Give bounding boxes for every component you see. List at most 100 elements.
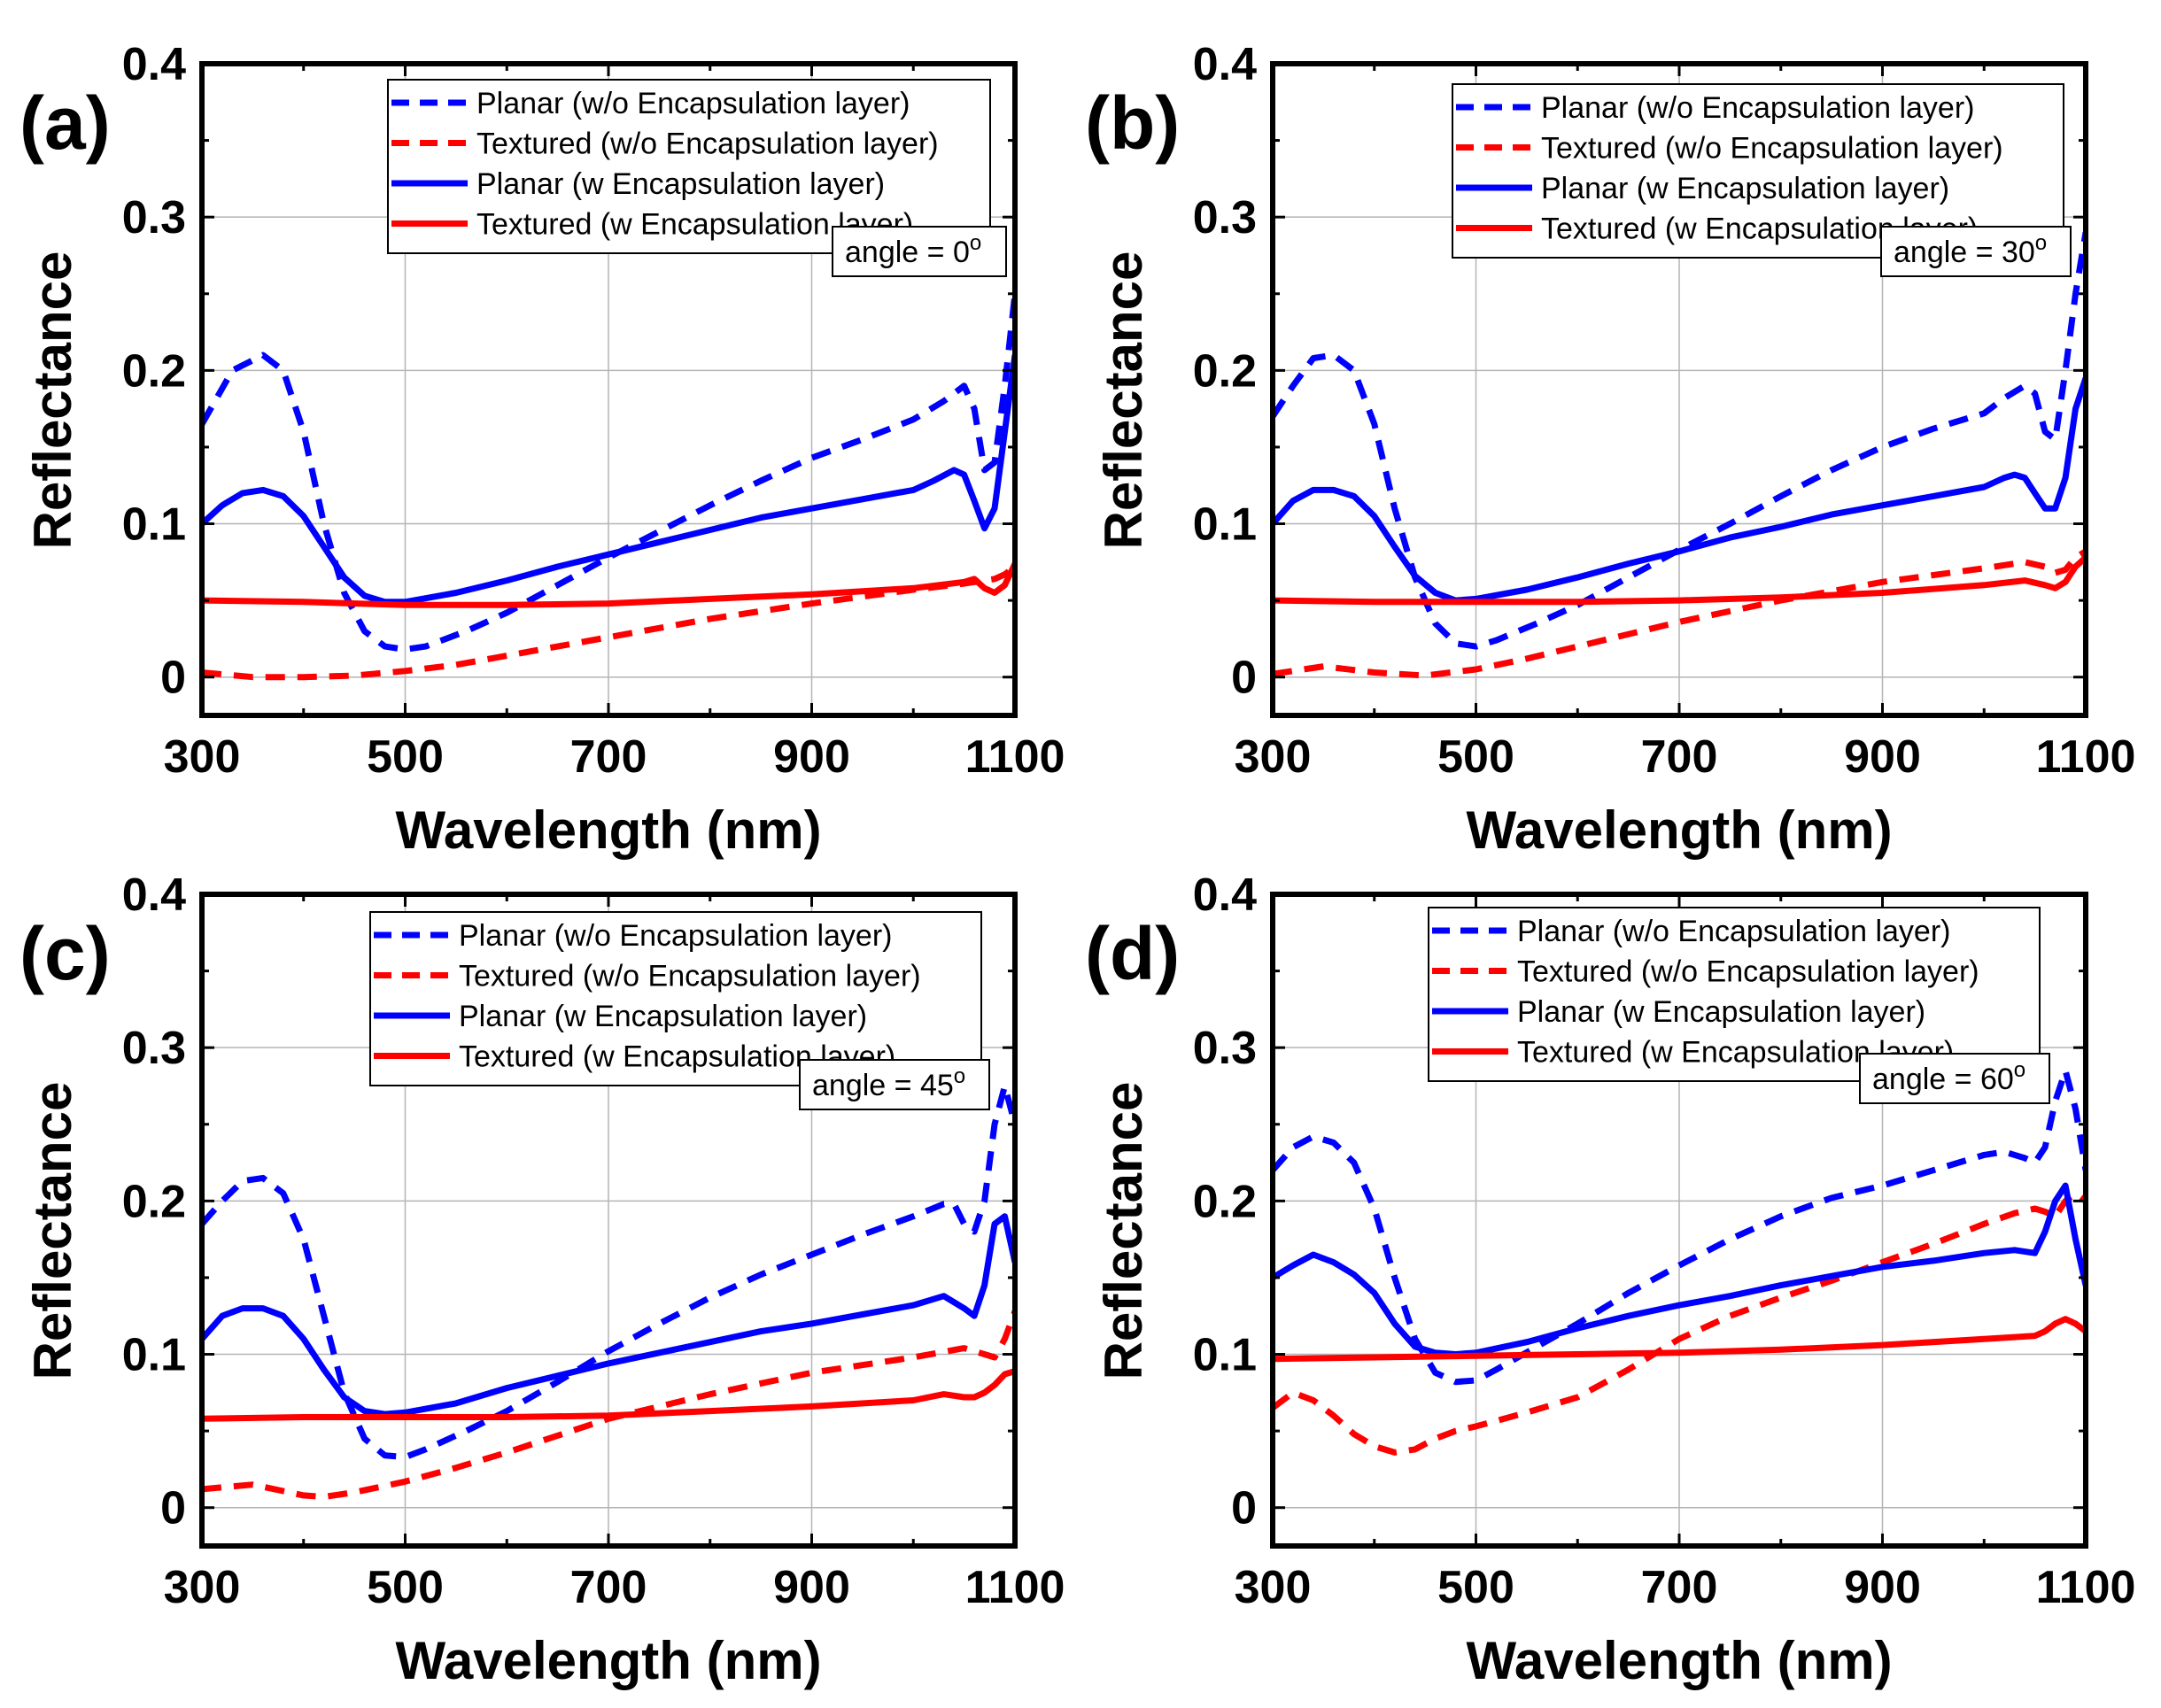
x-tick-label: 300: [1235, 731, 1312, 783]
legend-label: Planar (w/o Encapsulation layer): [459, 919, 892, 953]
series-group: [202, 293, 1015, 681]
x-axis-title: Wavelength (nm): [395, 800, 821, 860]
x-tick-label: 900: [773, 1562, 850, 1613]
x-tick-label: 500: [1437, 731, 1514, 783]
y-tick-label: 0.4: [1193, 39, 1257, 90]
y-tick-label: 0.4: [122, 869, 186, 921]
y-tick-label: 0.1: [122, 499, 186, 551]
y-tick-label: 0: [160, 1483, 186, 1534]
angle-box: [832, 226, 1007, 277]
angle-label: angle = 60o: [1872, 1058, 2025, 1096]
angle-annotation: angle = 45o: [799, 1059, 990, 1110]
x-tick-label: 900: [1844, 731, 1921, 783]
y-tick-label: 0.3: [122, 1023, 186, 1074]
legend-label: Textured (w/o Encapsulation layer): [1517, 955, 1979, 989]
y-tick-label: 0: [1231, 653, 1257, 704]
angle-label: angle = 45o: [812, 1064, 965, 1102]
legend-label: Planar (w Encapsulation layer): [476, 167, 885, 201]
series-line-3: [202, 1213, 1015, 1418]
panel-label: (d): [1085, 912, 1180, 995]
y-axis-title: Reflectance: [1094, 1082, 1153, 1380]
x-axis-title: Wavelength (nm): [1466, 800, 1892, 860]
series-line-3: [202, 354, 1015, 606]
series-line-4: [1273, 1316, 2086, 1363]
angle-annotation: angle = 60o: [1859, 1053, 2050, 1104]
legend-label: Planar (w/o Encapsulation layer): [1541, 91, 1974, 125]
y-tick-label: 0: [160, 653, 186, 704]
legend-box: [1428, 907, 2041, 1082]
x-tick-label: 500: [367, 731, 444, 783]
legend: Planar (w/o Encapsulation layer) Textured…: [1428, 907, 2041, 1082]
legend-label: Textured (w/o Encapsulation layer): [1541, 132, 2003, 166]
x-tick-label: 900: [773, 731, 850, 783]
panel-b: 300 500 700 900 1100 0 0.1 0.2 0.3 0.4 Wavelength …: [1085, 39, 2135, 860]
x-tick-label: 300: [1235, 1562, 1312, 1613]
y-tick-label: 0.4: [1193, 869, 1257, 921]
series-group: [1273, 1067, 2086, 1456]
panel-label: (c): [19, 912, 111, 995]
angle-box: [799, 1059, 990, 1110]
y-axis-title: Reflectance: [1094, 251, 1153, 550]
series-line-1: [1273, 231, 2086, 650]
y-tick-label: 0.3: [1193, 192, 1257, 243]
panel-label: (a): [19, 81, 111, 165]
legend-label: Planar (w/o Encapsulation layer): [476, 87, 910, 120]
y-tick-label: 0.2: [1193, 1176, 1257, 1227]
legend-label: Planar (w Encapsulation layer): [1517, 995, 1925, 1029]
legend-label: Planar (w Encapsulation layer): [1541, 172, 1949, 205]
angle-label: angle = 0o: [845, 231, 981, 269]
y-tick-label: 0.1: [122, 1330, 186, 1381]
legend-label: Textured (w/o Encapsulation layer): [459, 960, 921, 993]
y-tick-label: 0.3: [1193, 1023, 1257, 1074]
series-line-4: [202, 1368, 1015, 1422]
y-tick-label: 0: [1231, 1483, 1257, 1534]
series-group: [202, 1083, 1015, 1501]
panel-d: 300 500 700 900 1100 0 0.1 0.2 0.3 0.4 Wavelength …: [1085, 869, 2135, 1690]
x-tick-label: 900: [1844, 1562, 1921, 1613]
series-line-3: [1273, 376, 2086, 604]
x-tick-label: 300: [164, 1562, 241, 1613]
y-tick-label: 0.2: [122, 345, 186, 397]
legend: Planar (w/o Encapsulation layer) Textured…: [369, 911, 982, 1086]
x-tick-label: 700: [1641, 1562, 1718, 1613]
y-tick-label: 0.4: [122, 39, 186, 90]
x-tick-label: 1100: [965, 1562, 1065, 1613]
legend-box: [369, 911, 982, 1086]
x-tick-label: 700: [570, 1562, 647, 1613]
legend: Planar (w/o Encapsulation layer) Textured…: [1452, 83, 2064, 259]
x-tick-label: 1100: [2036, 1562, 2136, 1613]
x-tick-label: 1100: [2036, 731, 2136, 783]
legend-label: Planar (w Encapsulation layer): [459, 1000, 867, 1033]
y-axis-title: Reflectance: [23, 251, 82, 550]
x-tick-label: 500: [367, 1562, 444, 1613]
y-tick-label: 0.2: [1193, 345, 1257, 397]
angle-box: [1880, 226, 2072, 277]
y-tick-label: 0.1: [1193, 1330, 1257, 1381]
legend-box: [387, 79, 991, 254]
series-line-3: [1273, 1182, 2086, 1357]
x-tick-label: 500: [1437, 1562, 1514, 1613]
angle-annotation: angle = 30o: [1880, 226, 2072, 277]
series-line-4: [1273, 555, 2086, 606]
x-axis-title: Wavelength (nm): [1466, 1631, 1892, 1690]
angle-box: [1859, 1053, 2050, 1104]
x-tick-label: 1100: [965, 731, 1065, 783]
series-line-1: [202, 293, 1015, 653]
x-tick-label: 300: [164, 731, 241, 783]
x-axis-title: Wavelength (nm): [395, 1631, 821, 1690]
x-tick-label: 700: [1641, 731, 1718, 783]
legend-label: Textured (w/o Encapsulation layer): [476, 128, 939, 161]
y-tick-label: 0.2: [122, 1176, 186, 1227]
series-line-1: [1273, 1067, 2086, 1386]
series-line-2: [202, 564, 1015, 681]
panel-label: (b): [1085, 81, 1180, 165]
x-tick-label: 700: [570, 731, 647, 783]
angle-annotation: angle = 0o: [832, 226, 1007, 277]
panel-c: 300 500 700 900 1100 0 0.1 0.2 0.3 0.4 Wavelength …: [19, 869, 1065, 1690]
legend-label: Planar (w/o Encapsulation layer): [1517, 915, 1950, 948]
angle-label: angle = 30o: [1894, 231, 2047, 269]
panel-a: 300 500 700 900 1100 0 0.1 0.2 0.3 0.4 Wavelength …: [19, 39, 1065, 860]
y-axis-title: Reflectance: [23, 1082, 82, 1380]
y-tick-label: 0.3: [122, 192, 186, 243]
